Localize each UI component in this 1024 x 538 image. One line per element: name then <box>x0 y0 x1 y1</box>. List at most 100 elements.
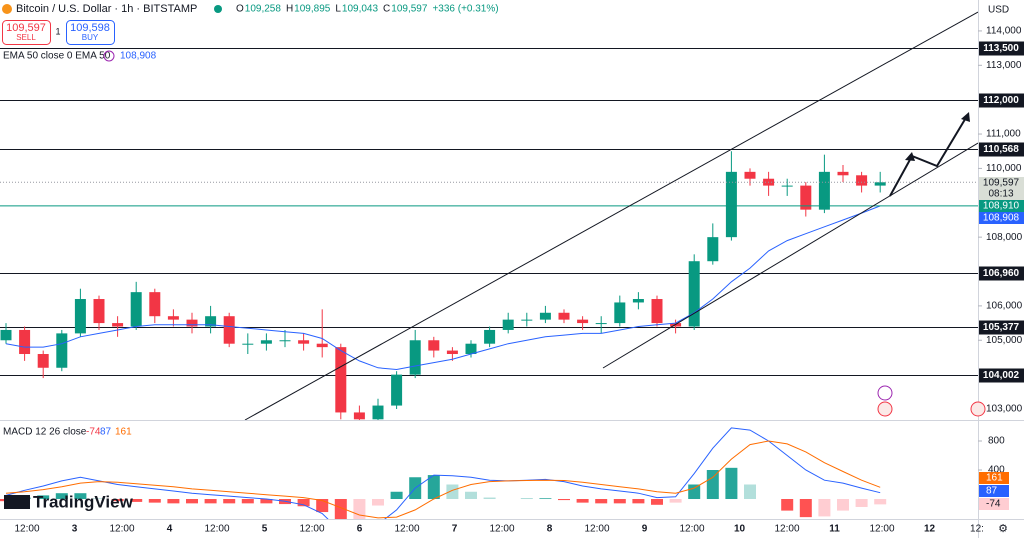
candle-body <box>260 340 272 344</box>
macd-hist-bar <box>669 499 682 503</box>
price-label: 108,908 <box>983 213 1020 224</box>
candle-body <box>74 299 86 334</box>
macd-hist-bar <box>111 499 124 502</box>
buy-button[interactable] <box>66 20 115 45</box>
macd-hist-bar <box>725 467 738 500</box>
macd-y-tick-label: 400 <box>988 465 1005 476</box>
level-label-box <box>979 142 1024 157</box>
candle-body <box>391 374 403 406</box>
macd-value-box <box>979 485 1009 497</box>
buy-price: 109,598 <box>70 22 110 34</box>
settings-icon[interactable]: ⚙ <box>998 523 1008 535</box>
ohlc-key: H <box>286 4 293 15</box>
candle-body <box>800 185 812 210</box>
y-tick-label: 111,000 <box>986 129 1021 140</box>
macd-hist-bar <box>651 499 663 505</box>
candle-body <box>558 312 570 320</box>
candle-body <box>242 343 254 345</box>
candle-body <box>298 340 310 344</box>
trend-line <box>244 11 978 420</box>
macd-hist-bar <box>483 497 496 500</box>
event-icon[interactable] <box>970 401 986 417</box>
candle-body <box>223 316 235 344</box>
arrow-head <box>905 152 915 161</box>
signal-line <box>5 440 881 519</box>
candle-body <box>93 299 105 324</box>
ohlc-value: 109,043 <box>342 4 379 15</box>
candle-body <box>818 171 830 210</box>
candle-body <box>874 182 886 186</box>
event-icon[interactable] <box>877 385 893 401</box>
macd-hist-bar <box>241 499 254 504</box>
y-tick-label: 110,000 <box>986 163 1022 174</box>
ohlc-value: 109,597 <box>391 4 428 15</box>
candle-body <box>614 302 626 324</box>
sell-button[interactable] <box>2 20 51 45</box>
ema-legend: EMA 50 close 0 EMA 50 <box>3 51 111 62</box>
level-label-box <box>979 266 1024 281</box>
event-icon[interactable] <box>877 401 893 417</box>
macd-hist-bar <box>818 499 831 517</box>
candle-body <box>37 354 49 368</box>
candle-body <box>409 340 421 375</box>
sell-price: 109,597 <box>6 22 46 34</box>
level-label-box <box>979 41 1024 56</box>
candle-body <box>484 329 496 344</box>
ohlc-key: L <box>335 4 341 15</box>
candle-body <box>744 171 756 179</box>
buy-label: BUY <box>82 33 99 42</box>
x-tick-label: 12:00 <box>204 524 229 535</box>
x-tick-label: 7 <box>452 524 458 535</box>
x-tick-label: 4 <box>167 524 173 535</box>
y-tick-label: 113,000 <box>986 60 1022 71</box>
macd-hist-bar <box>37 495 50 500</box>
macd-line <box>5 427 881 519</box>
macd-value-label: -74 <box>986 499 1001 510</box>
macd-hist-bar <box>595 499 608 504</box>
ohlc-value: 109,258 <box>245 4 282 15</box>
market-status <box>214 5 222 13</box>
candle-body <box>539 312 551 320</box>
symbol: Bitcoin / U.S. Dollar · 1h · BITSTAMP <box>16 3 197 15</box>
macd-hist-bar <box>204 499 217 504</box>
logo: TradingView <box>33 492 134 511</box>
candle-body <box>446 350 458 355</box>
level-label: 112,000 <box>983 95 1019 106</box>
sell-label: SELL <box>16 33 36 42</box>
y-tick-label: 114,000 <box>986 26 1022 37</box>
macd-hist-bar <box>334 499 347 519</box>
level-label-box <box>979 368 1024 383</box>
candle-body <box>521 319 533 321</box>
macd-hist-bar <box>855 499 868 507</box>
countdown: 08:13 <box>988 189 1013 200</box>
macd-value-box <box>979 472 1009 484</box>
macd-hist-bar <box>799 499 812 518</box>
candle-body <box>632 299 644 303</box>
macd-hist-bar <box>93 498 105 500</box>
x-tick-label: 12:00 <box>394 524 419 535</box>
candle-body <box>0 329 12 341</box>
change: +336 (+0.31%) <box>432 4 498 15</box>
x-tick-label: 12:00 <box>489 524 514 535</box>
x-tick-label: 12:00 <box>299 524 324 535</box>
macd-hist-bar <box>558 499 570 501</box>
macd-y-tick-label: 800 <box>988 436 1005 447</box>
candle-body <box>205 316 217 327</box>
ohlc: O 109,258 H 109,895 L 109,043 C 109,597 +336 (+0… <box>236 4 499 15</box>
axes: 114,000 113,000 111,000 110,000 108,000 106,0… <box>14 26 1024 535</box>
macd-pane <box>0 427 887 519</box>
macd-hist-bar <box>316 499 329 513</box>
x-tick-label: 12: <box>970 524 984 535</box>
x-tick-label: 12:00 <box>679 524 704 535</box>
candle-body <box>856 175 868 186</box>
y-tick-label: 108,000 <box>986 232 1023 243</box>
macd-hist-bar <box>781 499 794 511</box>
x-tick-label: 8 <box>547 524 553 535</box>
candle-body <box>651 299 663 324</box>
ohlc-key: C <box>383 4 390 15</box>
candle-body <box>502 319 514 330</box>
macd-hist-bar <box>837 499 849 511</box>
price-label-box <box>979 212 1024 224</box>
level-label: 113,500 <box>983 43 1019 54</box>
